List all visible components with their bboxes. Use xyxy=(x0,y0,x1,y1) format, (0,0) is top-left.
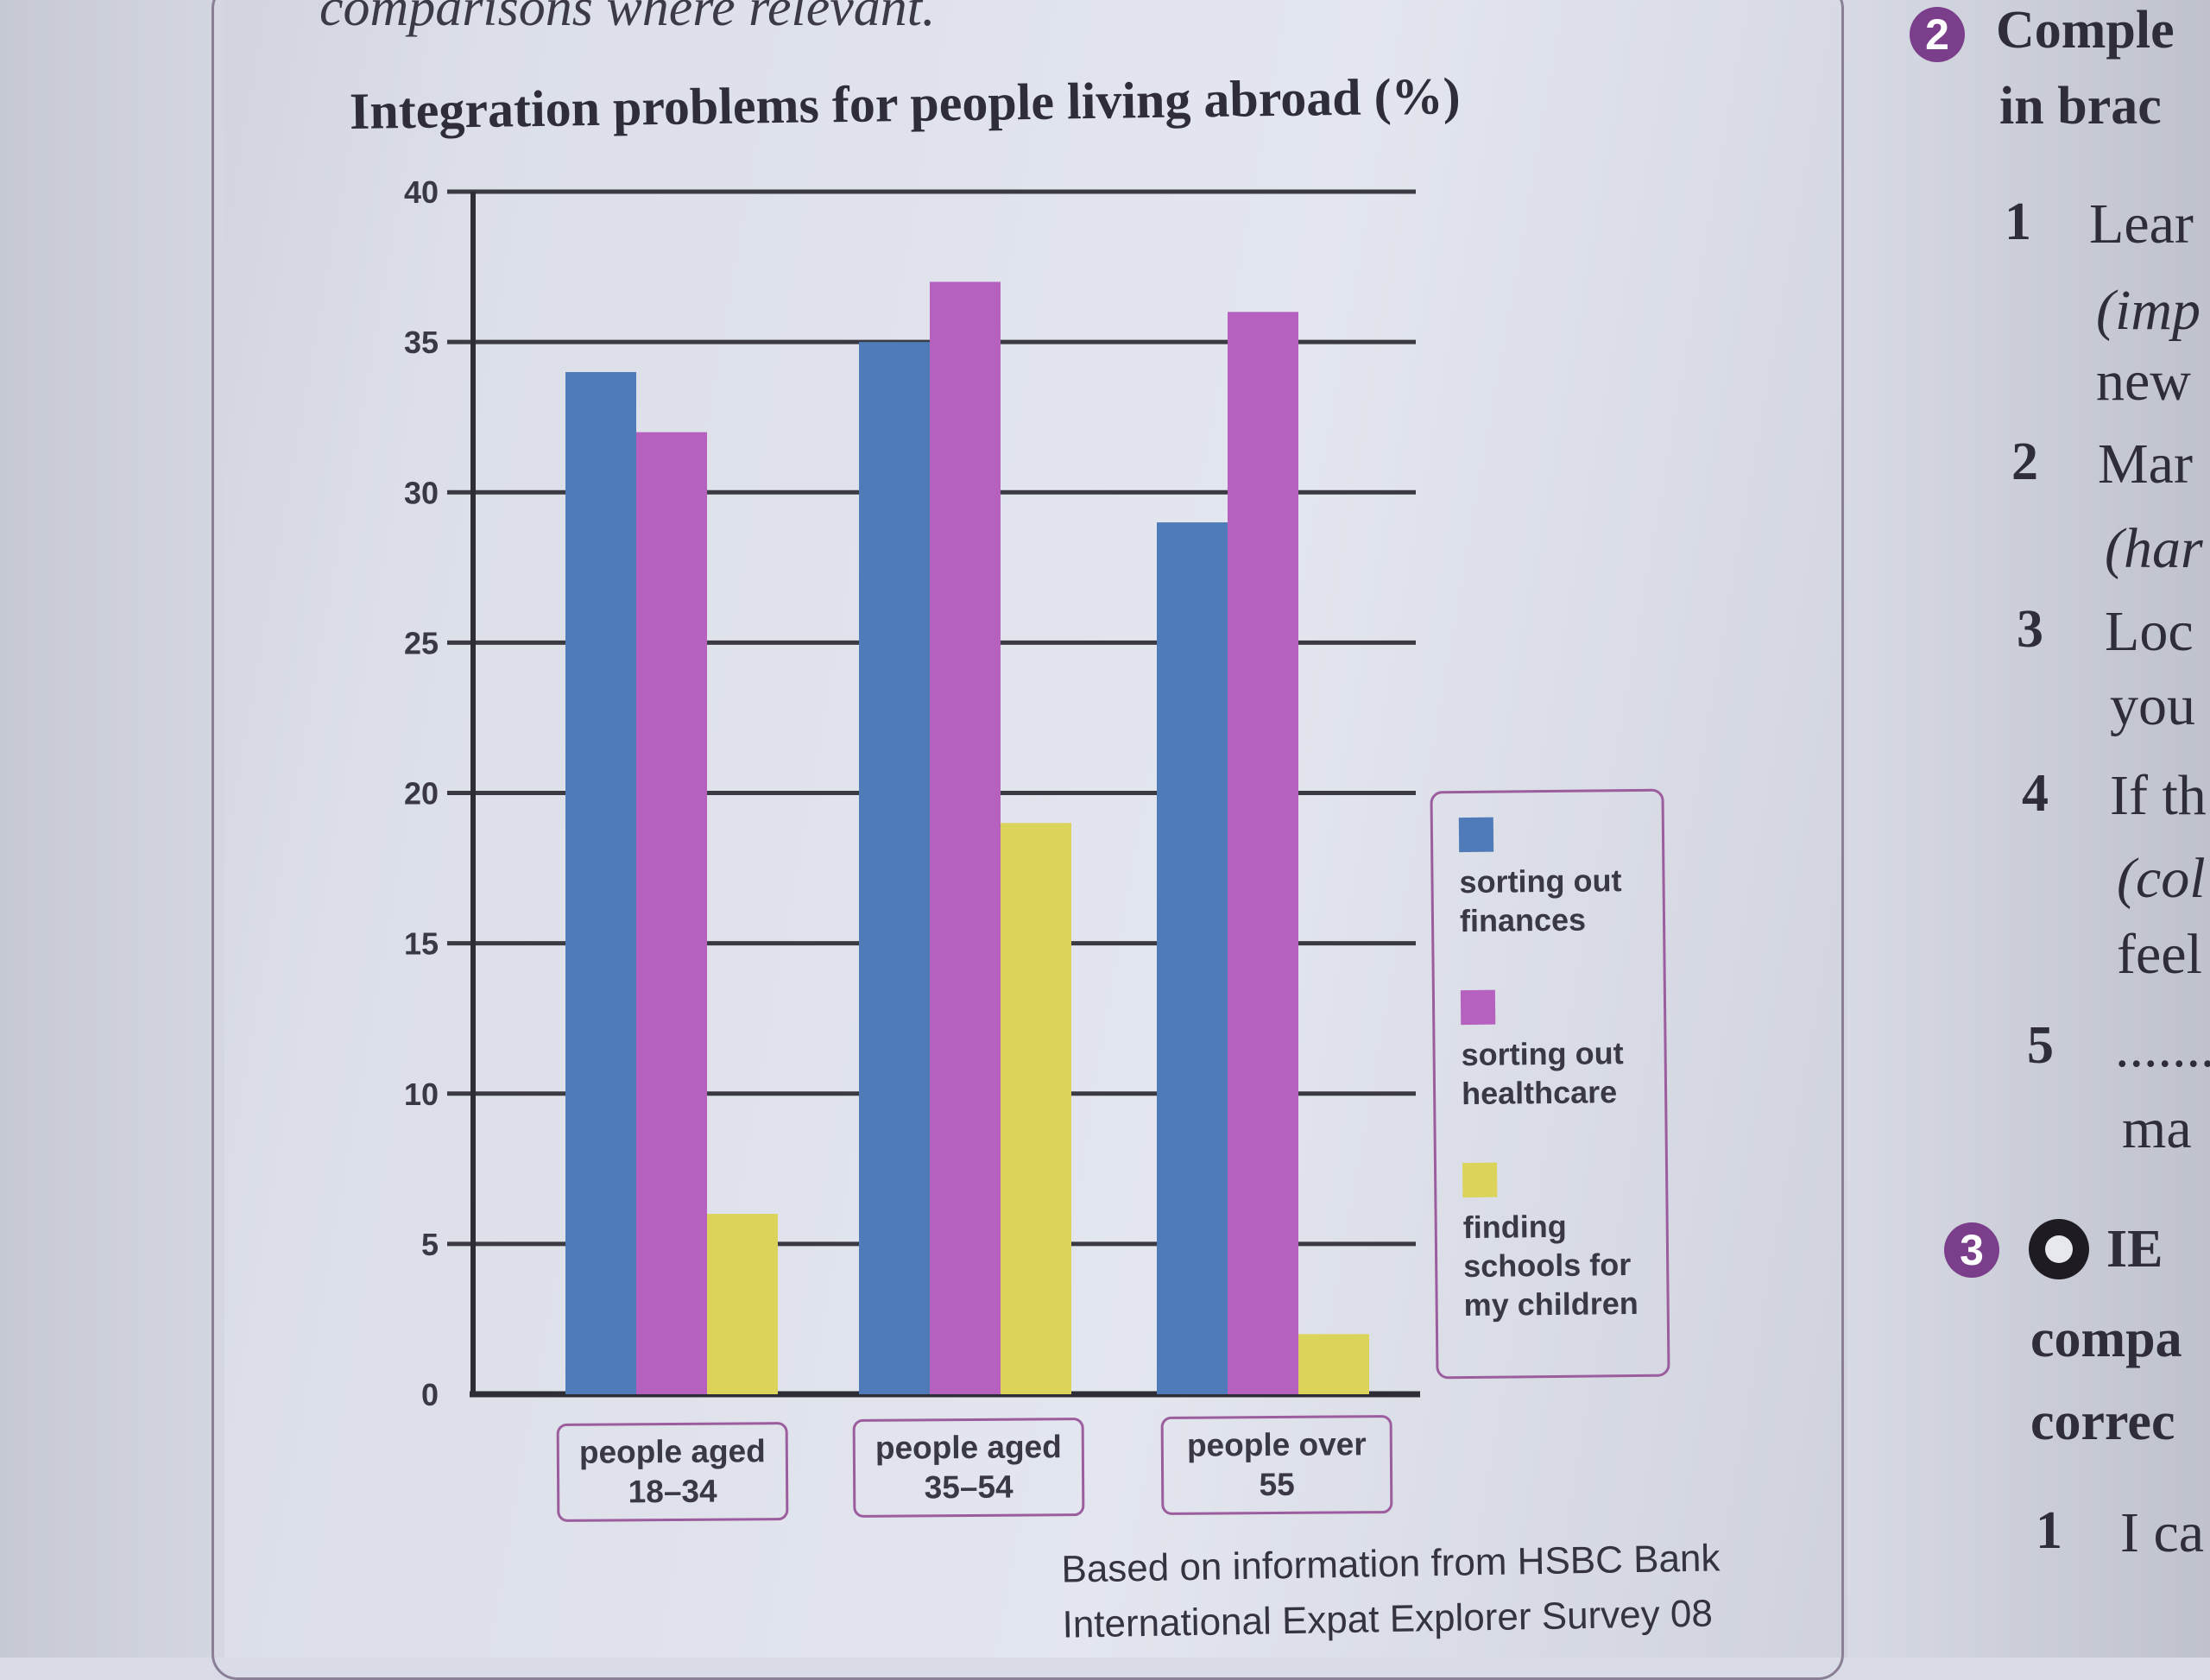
ielts-eye-icon xyxy=(2029,1219,2089,1279)
legend-label-line: sorting out xyxy=(1461,1035,1624,1073)
right-column xyxy=(1847,0,2210,1658)
exercise-3-badge: 3 xyxy=(1944,1222,1999,1278)
category-label-line: people aged xyxy=(875,1429,1062,1466)
legend-item-healthcare: sorting out healthcare xyxy=(1460,988,1660,1113)
item-number: 3 xyxy=(2017,600,2043,659)
bar xyxy=(565,371,636,1395)
legend-label-line: healthcare xyxy=(1461,1074,1618,1112)
item-text-line: Lear xyxy=(2089,193,2194,256)
item-number: 5 xyxy=(2027,1016,2054,1075)
item-text-line: If th xyxy=(2110,764,2207,827)
item-text-line: you xyxy=(2110,674,2195,737)
y-tick-label: 15 xyxy=(404,926,439,962)
instruction-text: comparisons where relevant. xyxy=(319,0,936,37)
category-label-line: people aged xyxy=(578,1433,766,1470)
item-text-line: feel xyxy=(2117,923,2202,986)
category-label-line: 18–34 xyxy=(628,1473,717,1510)
legend-label-line: finances xyxy=(1459,901,1587,939)
legend-label-line: schools for xyxy=(1462,1247,1632,1285)
y-tick-label: 40 xyxy=(404,174,439,210)
bar xyxy=(930,281,1001,1395)
legend-label-schools: finding schools for my children xyxy=(1462,1206,1662,1324)
item-text-line: (col xyxy=(2117,847,2206,910)
bar xyxy=(1001,823,1071,1394)
legend-item-finances: sorting out finances xyxy=(1458,816,1658,940)
legend-label-healthcare: sorting out healthcare xyxy=(1461,1033,1660,1113)
bar xyxy=(707,1214,778,1394)
exercise-3-heading-line: compa xyxy=(2030,1310,2182,1368)
category-label-line: 35–54 xyxy=(924,1468,1013,1506)
page-margin-shadow xyxy=(0,0,224,1658)
legend-label-line: sorting out xyxy=(1459,862,1622,900)
bar xyxy=(859,342,930,1394)
item-text-line: Loc xyxy=(2105,600,2194,663)
item-number: 4 xyxy=(2022,764,2049,823)
exercise-2-heading-line: in brac xyxy=(1999,77,2162,136)
item-number: 2 xyxy=(2011,433,2038,491)
category-box-35-54: people aged 35–54 xyxy=(852,1418,1085,1518)
legend-swatch-finances xyxy=(1458,817,1494,853)
chart-legend: sorting out finances sorting out healthc… xyxy=(1430,788,1670,1380)
bar xyxy=(1298,1334,1369,1394)
exercise-2-heading-line: Comple xyxy=(1996,1,2175,60)
item-number: 1 xyxy=(2036,1501,2062,1560)
category-box-over-55: people over 55 xyxy=(1160,1415,1393,1515)
source-note: Based on information from HSBC Bank Inte… xyxy=(1061,1531,1721,1652)
y-tick-label: 5 xyxy=(421,1227,439,1262)
item-text-line: ma xyxy=(2122,1097,2192,1160)
category-box-18-34: people aged 18–34 xyxy=(556,1422,789,1522)
bar xyxy=(1157,522,1228,1394)
legend-label-line: my children xyxy=(1463,1285,1639,1323)
y-tick-label: 10 xyxy=(404,1077,439,1112)
item-text-line: (imp xyxy=(2096,279,2201,342)
item-text-line: I ca xyxy=(2120,1501,2205,1564)
legend-swatch-healthcare xyxy=(1460,989,1496,1026)
legend-label-line: finding xyxy=(1462,1208,1567,1246)
category-label-line: people over xyxy=(1186,1426,1367,1463)
y-tick-label: 25 xyxy=(404,625,439,660)
item-number: 1 xyxy=(2005,193,2031,251)
exercise-2-badge: 2 xyxy=(1910,7,1965,62)
item-text-line: (har xyxy=(2105,517,2203,580)
legend-item-schools: finding schools for my children xyxy=(1462,1161,1663,1324)
y-tick-label: 20 xyxy=(404,776,439,812)
legend-label-finances: sorting out finances xyxy=(1459,861,1658,940)
y-tick-label: 35 xyxy=(404,325,439,360)
bar xyxy=(1228,312,1298,1394)
y-tick-label: 0 xyxy=(421,1377,439,1412)
source-line: International Expat Explorer Survey 08 xyxy=(1062,1592,1714,1646)
exercise-3-heading-line: IE xyxy=(2106,1220,2163,1279)
item-text-line: ......... xyxy=(2115,1016,2210,1079)
item-text-line: Mar xyxy=(2098,433,2193,496)
legend-swatch-schools xyxy=(1462,1162,1498,1198)
exercise-3-heading-line: correc xyxy=(2030,1393,2175,1451)
y-tick-label: 30 xyxy=(404,475,439,510)
item-text-line: new xyxy=(2096,350,2191,413)
bar xyxy=(636,432,707,1395)
category-label-line: 55 xyxy=(1259,1466,1295,1503)
